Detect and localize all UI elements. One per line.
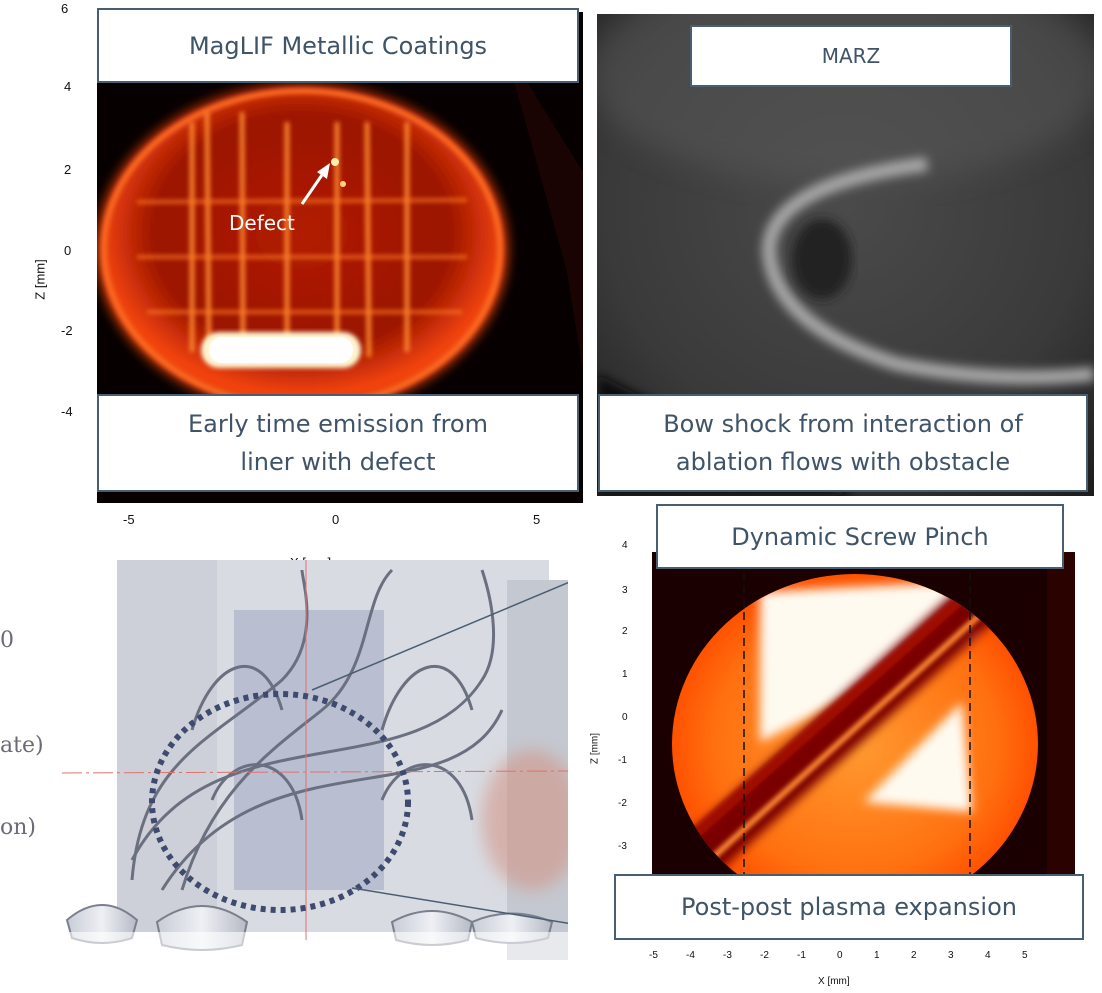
pinch-ytick: 3: [622, 585, 628, 596]
pinch-xtick: 2: [911, 950, 917, 961]
maglif-ytick: 2: [64, 162, 72, 177]
pinch-ytick: -2: [618, 798, 627, 809]
left-fragment-3: on): [0, 815, 36, 840]
pinch-xtick: -1: [797, 950, 806, 961]
marz-title-box: MARZ: [690, 25, 1012, 87]
pinch-ytick: -1: [618, 755, 627, 766]
left-fragment-2: ate): [0, 733, 44, 758]
marz-title: MARZ: [821, 44, 881, 68]
pinch-xtick: 5: [1022, 950, 1028, 961]
screw-pinch-emission-image: [652, 552, 1075, 884]
maglif-ylabel: Z [mm]: [32, 259, 48, 300]
pinch-xtick: 1: [874, 950, 880, 961]
pinch-ytick: 1: [622, 669, 628, 680]
pinch-xtick: 3: [948, 950, 954, 961]
pinch-ylabel: Z [mm]: [589, 732, 601, 765]
screw-pinch-plot: [652, 552, 1075, 884]
screw-pinch-caption-box: Post-post plasma expansion: [614, 874, 1084, 940]
maglif-xtick: 0: [332, 512, 340, 527]
maglif-caption-line1: Early time emission from: [188, 410, 488, 438]
pinch-ytick: 0: [622, 712, 628, 723]
pinch-xtick: 0: [837, 950, 843, 961]
left-fragment-1: 0: [0, 628, 14, 653]
defect-label: Defect: [229, 211, 295, 235]
pinch-xtick: -4: [686, 950, 695, 961]
screw-pinch-title-box: Dynamic Screw Pinch: [656, 504, 1064, 569]
pinch-xlabel: X [mm]: [818, 976, 850, 987]
maglif-title: MagLIF Metallic Coatings: [188, 31, 488, 60]
screw-pinch-cad-panel: [62, 560, 568, 972]
maglif-title-box: MagLIF Metallic Coatings: [97, 8, 579, 83]
pinch-ytick: 4: [622, 540, 628, 551]
maglif-ytick: 6: [61, 1, 69, 16]
maglif-xtick: 5: [533, 512, 541, 527]
maglif-ytick: 0: [64, 243, 72, 258]
pinch-xtick: 4: [985, 950, 991, 961]
cad-render-image: [62, 560, 568, 972]
screw-pinch-caption: Post-post plasma expansion: [681, 893, 1017, 921]
marz-caption-box: Bow shock from interaction of ablation f…: [598, 394, 1088, 492]
maglif-ytick: 4: [64, 79, 72, 94]
maglif-xtick: -5: [123, 512, 135, 527]
marz-caption-line1: Bow shock from interaction of: [663, 410, 1023, 438]
marz-caption-line2: ablation flows with obstacle: [675, 448, 1011, 476]
pinch-xtick: -2: [760, 950, 769, 961]
pinch-xtick: -5: [649, 950, 658, 961]
maglif-caption-box: Early time emission from liner with defe…: [97, 394, 579, 492]
pinch-ytick: -3: [618, 841, 627, 852]
maglif-ytick: -4: [61, 404, 73, 419]
maglif-caption-line2: liner with defect: [240, 448, 436, 476]
pinch-ytick: 2: [622, 626, 628, 637]
screw-pinch-title: Dynamic Screw Pinch: [731, 522, 989, 551]
pinch-xtick: -3: [723, 950, 732, 961]
maglif-ytick: -2: [61, 323, 73, 338]
